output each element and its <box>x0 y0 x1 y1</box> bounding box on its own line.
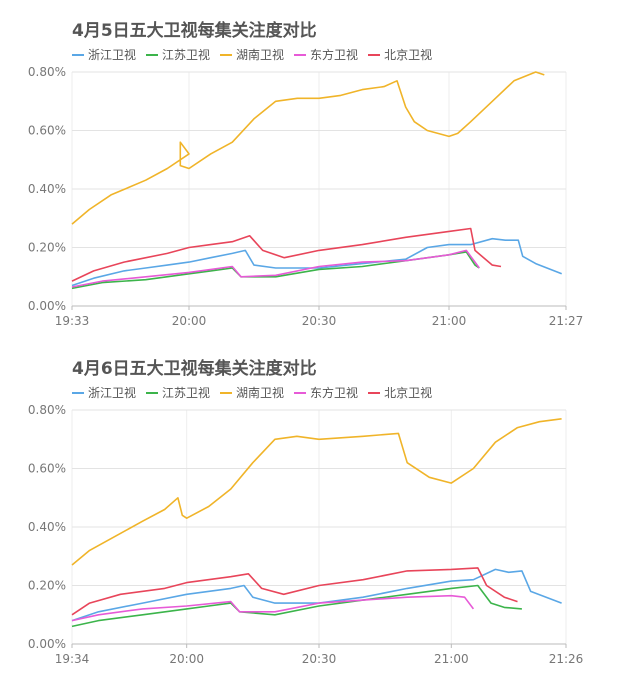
chart-title: 4月6日五大卫视每集关注度对比 <box>72 359 317 379</box>
x-tick-label: 19:34 <box>55 652 90 666</box>
y-tick-label: 0.60% <box>28 124 66 138</box>
y-tick-label: 0.00% <box>28 637 66 651</box>
y-tick-label: 0.20% <box>28 241 66 255</box>
legend-item: 北京卫视 <box>368 384 432 401</box>
legend-swatch <box>294 391 307 394</box>
y-tick-label: 0.00% <box>28 299 66 313</box>
series-line <box>71 249 480 288</box>
y-tick-label: 0.60% <box>28 462 66 476</box>
chart-title: 4月5日五大卫视每集关注度对比 <box>72 21 317 41</box>
legend-swatch <box>72 391 84 394</box>
series-line <box>71 71 545 225</box>
x-tick-label: 20:00 <box>169 652 204 666</box>
legend-item: 东方卫视 <box>294 46 358 63</box>
legend-label: 江苏卫视 <box>162 48 211 62</box>
legend-label: 北京卫视 <box>384 386 433 400</box>
y-tick-label: 0.20% <box>28 579 66 593</box>
series-line <box>71 418 562 566</box>
x-tick-label: 20:30 <box>302 314 337 328</box>
legend-label: 北京卫视 <box>384 48 433 62</box>
legend-item: 湖南卫视 <box>220 384 284 401</box>
legend-item: 江苏卫视 <box>146 46 210 63</box>
legend-label: 湖南卫视 <box>236 386 285 400</box>
x-tick-label: 21:27 <box>549 314 584 328</box>
x-tick-label: 19:33 <box>55 314 90 328</box>
legend-item: 北京卫视 <box>368 46 432 63</box>
legend-label: 江苏卫视 <box>162 386 211 400</box>
legend-label: 湖南卫视 <box>236 48 285 62</box>
y-tick-label: 0.80% <box>28 403 66 417</box>
line-plot: 0.00% 0.20% 0.40% 0.60% 0.80% 19:34 20:00 20:30… <box>28 403 584 666</box>
legend-item: 江苏卫视 <box>146 384 210 401</box>
chart-1: 4月5日五大卫视每集关注度对比 浙江卫视 江苏卫视 湖南卫视 东方卫视 北京卫视 0.0… <box>28 21 584 328</box>
legend-swatch <box>294 53 307 56</box>
series-line <box>71 567 518 616</box>
x-tick-label: 20:30 <box>302 652 337 666</box>
legend-label: 东方卫视 <box>310 386 359 400</box>
legend-swatch <box>146 391 159 394</box>
line-plot: 0.00% 0.20% 0.40% 0.60% 0.80% 19:33 20:00 20:30… <box>28 65 584 328</box>
legend: 浙江卫视 江苏卫视 湖南卫视 东方卫视 北京卫视 <box>72 46 432 63</box>
legend-swatch <box>368 391 381 394</box>
legend-item: 浙江卫视 <box>72 384 136 401</box>
legend-label: 浙江卫视 <box>88 386 137 400</box>
legend-swatch <box>220 53 233 56</box>
legend-label: 浙江卫视 <box>88 48 137 62</box>
series-line <box>71 594 475 622</box>
legend-label: 东方卫视 <box>310 48 359 62</box>
legend-item: 浙江卫视 <box>72 46 136 63</box>
x-tick-label: 21:00 <box>434 652 469 666</box>
chart-2: 4月6日五大卫视每集关注度对比 浙江卫视 江苏卫视 湖南卫视 东方卫视 北京卫视 0.0… <box>0 338 640 676</box>
y-tick-label: 0.80% <box>28 65 66 79</box>
y-tick-label: 0.40% <box>28 182 66 196</box>
series-line <box>71 584 522 628</box>
legend-item: 湖南卫视 <box>220 46 284 63</box>
legend-swatch <box>72 53 84 56</box>
legend-swatch <box>146 53 159 56</box>
series-line <box>71 568 562 622</box>
series-line <box>71 251 480 290</box>
legend: 浙江卫视 江苏卫视 湖南卫视 东方卫视 北京卫视 <box>72 384 432 401</box>
legend-item: 东方卫视 <box>294 384 358 401</box>
x-tick-label: 20:00 <box>172 314 207 328</box>
series-line <box>71 227 502 282</box>
y-tick-label: 0.40% <box>28 520 66 534</box>
x-tick-label: 21:00 <box>432 314 467 328</box>
x-tick-label: 21:26 <box>549 652 584 666</box>
legend-swatch <box>220 391 233 394</box>
legend-swatch <box>368 53 381 56</box>
